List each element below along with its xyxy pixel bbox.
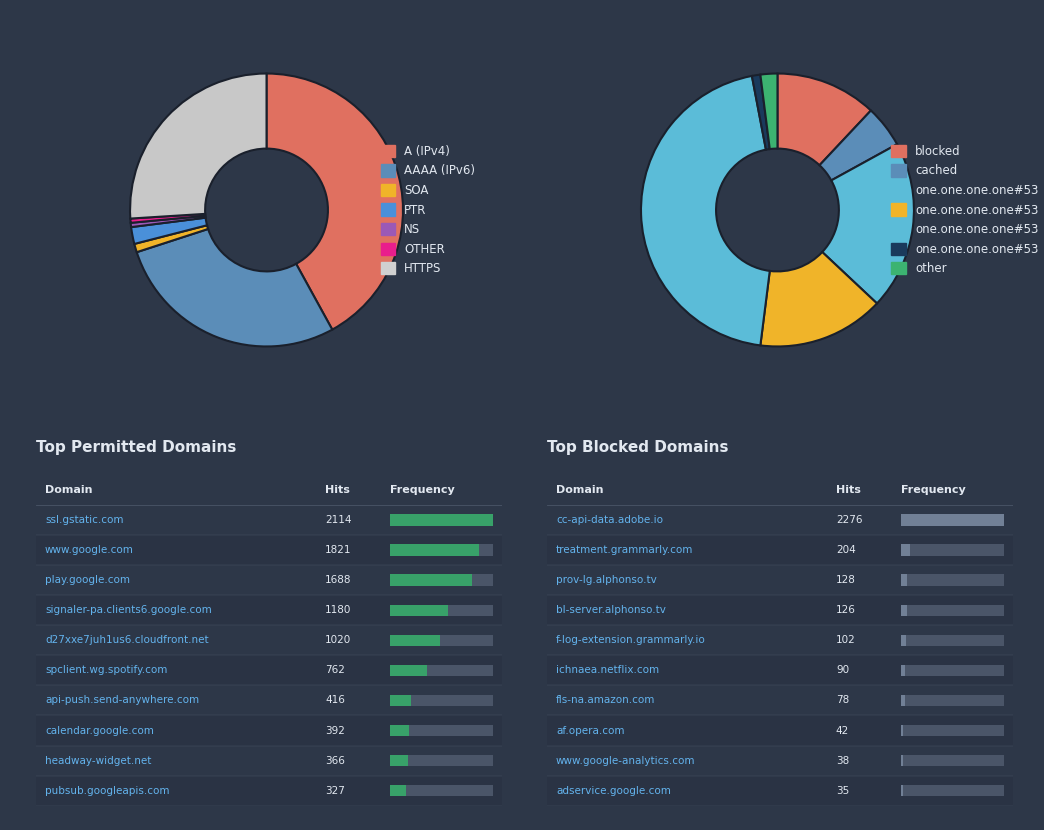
Wedge shape	[778, 74, 871, 165]
Wedge shape	[641, 76, 769, 345]
Wedge shape	[823, 144, 914, 304]
Wedge shape	[137, 229, 332, 346]
Wedge shape	[760, 252, 877, 346]
Wedge shape	[820, 110, 897, 180]
Legend: blocked, cached, one.one.one.one#53, one.one.one.one#53, one.one.one.one#53, one: blocked, cached, one.one.one.one#53, one…	[892, 145, 1039, 275]
Wedge shape	[132, 217, 207, 244]
Wedge shape	[130, 216, 206, 227]
Text: Top Blocked Domains: Top Blocked Domains	[547, 440, 728, 455]
Wedge shape	[266, 74, 403, 330]
Wedge shape	[130, 214, 206, 222]
Wedge shape	[760, 74, 778, 149]
Legend: A (IPv4), AAAA (IPv6), SOA, PTR, NS, OTHER, HTTPS: A (IPv4), AAAA (IPv6), SOA, PTR, NS, OTH…	[380, 145, 475, 275]
Wedge shape	[752, 75, 769, 149]
Text: Top Permitted Domains: Top Permitted Domains	[35, 440, 236, 455]
Wedge shape	[130, 74, 266, 218]
Wedge shape	[135, 225, 208, 252]
